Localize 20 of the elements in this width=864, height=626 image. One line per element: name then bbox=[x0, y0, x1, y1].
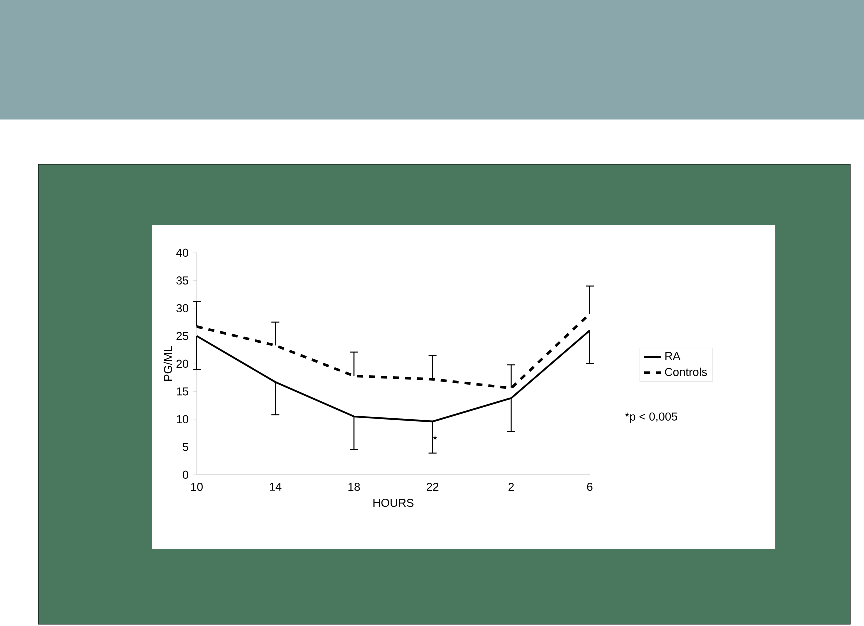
y-tick-label: 10 bbox=[177, 415, 189, 424]
y-tick-label: 5 bbox=[183, 443, 188, 452]
x-tick-label: 6 bbox=[587, 483, 593, 492]
x-tick-label: 18 bbox=[348, 483, 360, 492]
y-tick-label: 20 bbox=[176, 360, 189, 368]
y-tick-label: 0 bbox=[183, 470, 189, 480]
legend-label: Controls bbox=[665, 368, 708, 376]
x-tick-label: 10 bbox=[191, 483, 203, 492]
y-tick-label: 40 bbox=[176, 248, 189, 258]
x-tick-label: 2 bbox=[508, 483, 514, 492]
x-tick-label: 22 bbox=[426, 483, 439, 492]
y-tick-label: 30 bbox=[176, 304, 189, 313]
y-tick-label: 15 bbox=[177, 388, 188, 396]
y-tick-label: 35 bbox=[176, 276, 188, 285]
y-tick-label: 25 bbox=[176, 332, 188, 340]
text: *p < 0,005 bbox=[625, 412, 678, 424]
x-tick-label: 14 bbox=[270, 483, 282, 491]
x-axis-title: HOURS bbox=[374, 499, 414, 508]
y-axis-title: PG/ML bbox=[164, 346, 172, 381]
legend-label: RA bbox=[666, 352, 681, 360]
